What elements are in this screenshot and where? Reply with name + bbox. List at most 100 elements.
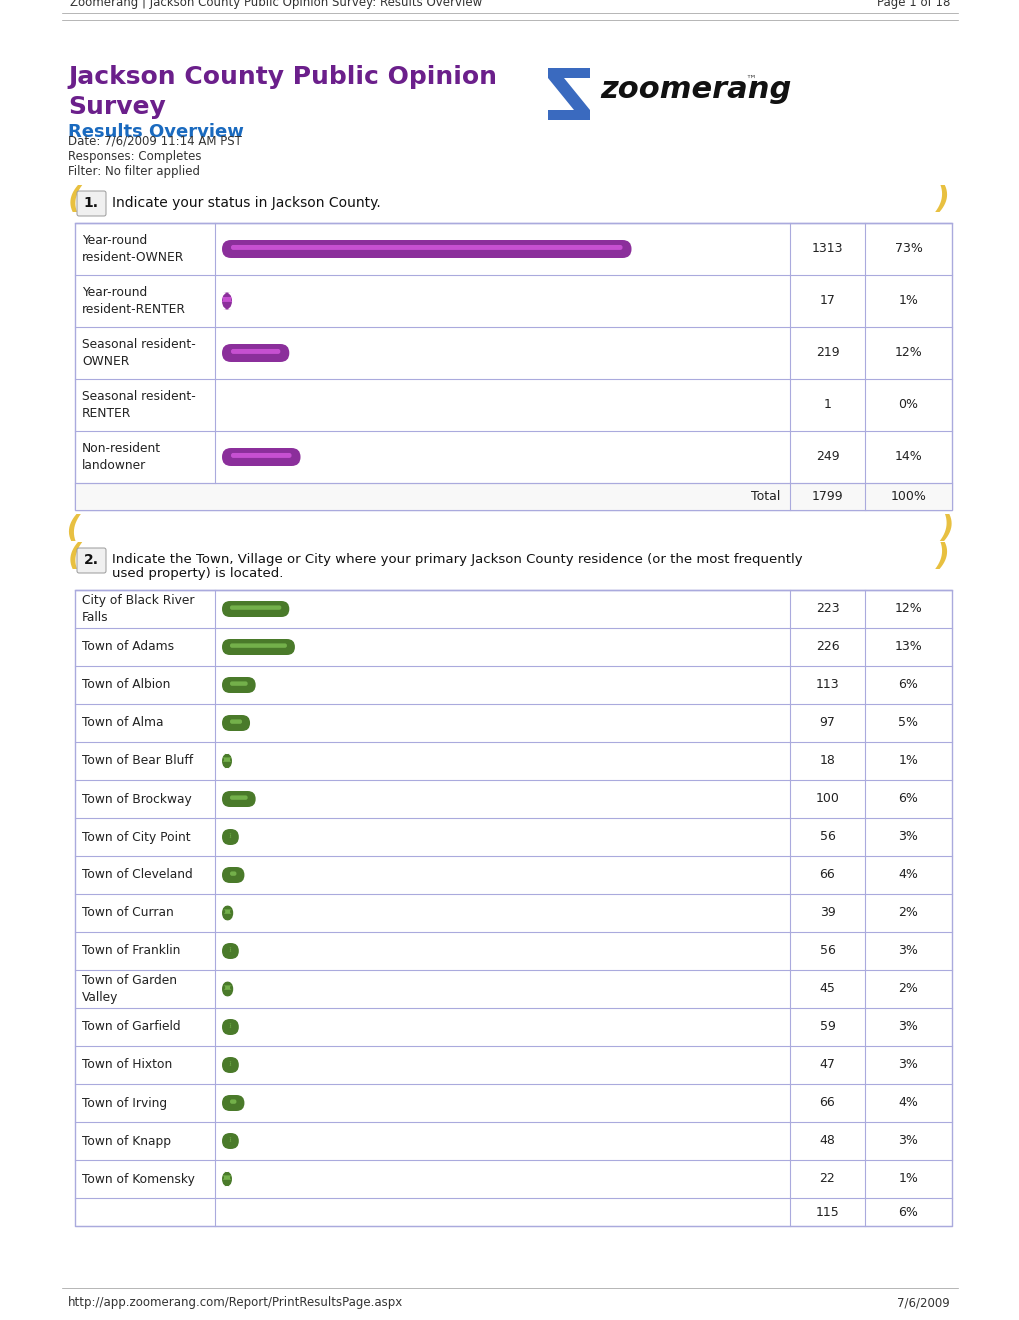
FancyBboxPatch shape	[222, 942, 238, 960]
FancyBboxPatch shape	[229, 606, 281, 610]
Text: ™: ™	[744, 75, 755, 84]
Text: Filter: No filter applied: Filter: No filter applied	[68, 165, 200, 178]
Text: Total: Total	[750, 490, 780, 503]
Text: Town of Garfield: Town of Garfield	[82, 1020, 180, 1034]
Text: Seasonal resident-
OWNER: Seasonal resident- OWNER	[82, 338, 196, 368]
Text: 100: 100	[815, 792, 839, 805]
FancyBboxPatch shape	[229, 643, 286, 648]
FancyBboxPatch shape	[229, 871, 236, 875]
Text: 45: 45	[818, 982, 835, 995]
Text: Year-round
resident-RENTER: Year-round resident-RENTER	[82, 286, 185, 315]
Text: 18: 18	[818, 755, 835, 767]
Text: Town of Cleveland: Town of Cleveland	[82, 869, 193, 882]
Text: Town of Garden
Valley: Town of Garden Valley	[82, 974, 177, 1005]
Text: 14%: 14%	[894, 450, 921, 463]
Text: Town of Knapp: Town of Knapp	[82, 1134, 171, 1147]
FancyBboxPatch shape	[220, 297, 233, 302]
Text: 73%: 73%	[894, 243, 921, 256]
FancyBboxPatch shape	[222, 1171, 231, 1187]
Text: 3%: 3%	[898, 945, 917, 957]
Text: 0%: 0%	[898, 399, 917, 412]
Text: 56: 56	[818, 830, 835, 843]
Text: 219: 219	[815, 346, 839, 359]
Text: 12%: 12%	[894, 346, 921, 359]
FancyBboxPatch shape	[222, 758, 231, 762]
FancyBboxPatch shape	[222, 1057, 238, 1073]
FancyBboxPatch shape	[228, 1023, 231, 1028]
Text: 115: 115	[815, 1205, 839, 1218]
FancyBboxPatch shape	[222, 677, 256, 693]
Text: 3%: 3%	[898, 1059, 917, 1072]
Text: Seasonal resident-
RENTER: Seasonal resident- RENTER	[82, 389, 196, 420]
Text: City of Black River
Falls: City of Black River Falls	[82, 594, 195, 624]
FancyBboxPatch shape	[229, 796, 248, 800]
FancyBboxPatch shape	[75, 483, 951, 510]
FancyBboxPatch shape	[222, 345, 289, 362]
Text: 249: 249	[815, 450, 839, 463]
Text: 1313: 1313	[811, 243, 843, 256]
FancyBboxPatch shape	[223, 909, 231, 913]
FancyBboxPatch shape	[222, 1096, 245, 1111]
Text: used property) is located.: used property) is located.	[112, 568, 283, 579]
Text: 7/6/2009: 7/6/2009	[897, 1296, 949, 1309]
Text: 66: 66	[819, 1097, 835, 1110]
Text: Town of Adams: Town of Adams	[82, 640, 174, 653]
Text: 1%: 1%	[898, 294, 917, 308]
Text: 4%: 4%	[898, 1097, 917, 1110]
Text: 2.: 2.	[84, 553, 99, 568]
Text: Town of Franklin: Town of Franklin	[82, 945, 180, 957]
Text: (: (	[68, 543, 82, 572]
FancyBboxPatch shape	[222, 639, 294, 655]
FancyBboxPatch shape	[76, 548, 106, 573]
Text: Town of Curran: Town of Curran	[82, 907, 173, 920]
Text: 100%: 100%	[890, 490, 925, 503]
FancyBboxPatch shape	[228, 833, 231, 838]
FancyBboxPatch shape	[229, 719, 242, 723]
Text: Indicate your status in Jackson County.: Indicate your status in Jackson County.	[112, 195, 380, 210]
Text: ): )	[935, 185, 949, 214]
Text: Responses: Completes: Responses: Completes	[68, 150, 202, 162]
Text: 2%: 2%	[898, 907, 917, 920]
Text: 6%: 6%	[898, 678, 917, 692]
Text: 17: 17	[818, 294, 835, 308]
FancyBboxPatch shape	[222, 791, 256, 807]
FancyBboxPatch shape	[75, 223, 951, 510]
Text: 39: 39	[819, 907, 835, 920]
FancyBboxPatch shape	[228, 948, 231, 952]
Text: Survey: Survey	[68, 95, 166, 119]
Text: Town of Albion: Town of Albion	[82, 678, 170, 692]
Text: ): )	[935, 543, 949, 572]
Text: Year-round
resident-OWNER: Year-round resident-OWNER	[82, 234, 184, 264]
FancyBboxPatch shape	[76, 191, 106, 216]
FancyBboxPatch shape	[230, 348, 280, 354]
FancyBboxPatch shape	[75, 590, 951, 1226]
FancyBboxPatch shape	[222, 981, 233, 997]
Text: Results Overview: Results Overview	[68, 123, 244, 141]
Text: 59: 59	[818, 1020, 835, 1034]
Text: 48: 48	[818, 1134, 835, 1147]
Text: 1.: 1.	[84, 195, 99, 210]
Text: 12%: 12%	[894, 602, 921, 615]
Polygon shape	[547, 69, 589, 120]
Text: Indicate the Town, Village or City where your primary Jackson County residence (: Indicate the Town, Village or City where…	[112, 553, 802, 566]
FancyBboxPatch shape	[222, 1175, 231, 1180]
Text: Town of Hixton: Town of Hixton	[82, 1059, 172, 1072]
Text: Town of City Point: Town of City Point	[82, 830, 191, 843]
Text: (: (	[68, 185, 82, 214]
FancyBboxPatch shape	[223, 986, 231, 990]
FancyBboxPatch shape	[222, 715, 250, 731]
FancyBboxPatch shape	[222, 1133, 238, 1148]
Text: 47: 47	[818, 1059, 835, 1072]
Text: zoomerang: zoomerang	[599, 75, 791, 104]
Text: Town of Alma: Town of Alma	[82, 717, 163, 730]
Text: Date: 7/6/2009 11:14 AM PST: Date: 7/6/2009 11:14 AM PST	[68, 135, 242, 148]
FancyBboxPatch shape	[230, 453, 291, 458]
Text: 1%: 1%	[898, 1172, 917, 1185]
Text: Zoomerang | Jackson County Public Opinion Survey: Results Overview: Zoomerang | Jackson County Public Opinio…	[70, 0, 482, 9]
Text: 223: 223	[815, 602, 839, 615]
Text: 13%: 13%	[894, 640, 921, 653]
FancyBboxPatch shape	[229, 1100, 236, 1104]
Text: 3%: 3%	[898, 1134, 917, 1147]
Text: (: (	[935, 510, 949, 539]
Text: 1%: 1%	[898, 755, 917, 767]
